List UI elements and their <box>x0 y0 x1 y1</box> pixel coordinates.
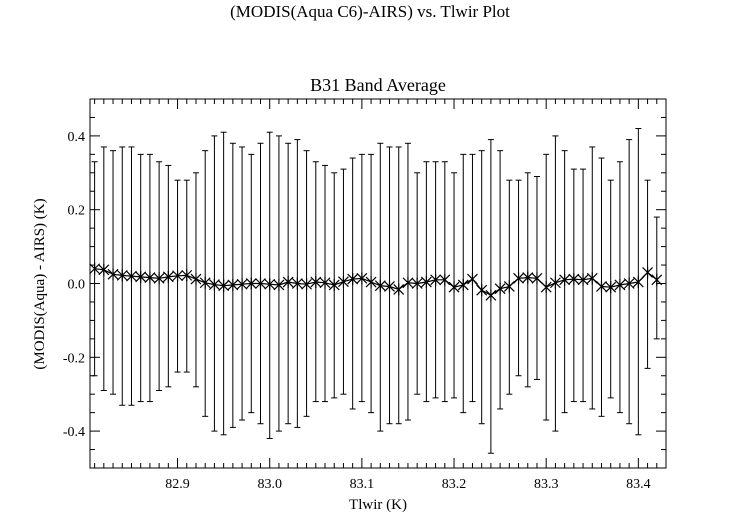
y-axis-label: (MODIS(Aqua) - AIRS) (K) <box>32 198 48 369</box>
data-point <box>642 266 653 279</box>
data-point <box>522 271 534 284</box>
data-point <box>596 280 607 293</box>
data-point <box>402 276 414 289</box>
data-point <box>540 281 552 294</box>
data-point <box>218 279 230 292</box>
x-axis-label: Tlwir (K) <box>349 497 407 513</box>
data-point <box>356 272 368 285</box>
data-point <box>126 270 137 283</box>
data-point <box>651 273 663 286</box>
data-point <box>338 275 349 288</box>
x-tick-label: 83.0 <box>257 477 282 492</box>
data-point <box>586 272 598 285</box>
y-tick-label: 0.4 <box>68 130 86 145</box>
data-point <box>623 277 635 290</box>
data-point <box>236 278 248 291</box>
data-point <box>494 282 506 295</box>
data-point <box>116 269 128 282</box>
data-point <box>245 277 257 290</box>
data-point <box>144 271 156 284</box>
data-point <box>503 280 515 293</box>
data-point <box>384 280 395 293</box>
data-point <box>411 277 423 290</box>
data-point <box>208 278 220 291</box>
page-title: (MODIS(Aqua C6)-AIRS) vs. Tlwir Plot <box>230 2 510 21</box>
data-point <box>347 273 359 286</box>
data-point <box>310 276 322 289</box>
chart-title: B31 Band Average <box>310 75 446 95</box>
x-tick-label: 83.2 <box>442 477 467 492</box>
data-point <box>162 270 174 283</box>
data-point <box>199 276 211 289</box>
x-tick-label: 83.4 <box>626 477 651 492</box>
data-point <box>301 278 313 291</box>
data-point <box>319 276 331 289</box>
x-tick-label: 82.9 <box>165 477 190 492</box>
data-point <box>614 278 626 291</box>
data-point <box>365 276 377 289</box>
data-point <box>273 278 285 291</box>
data-point <box>485 289 497 302</box>
data-point <box>531 272 543 285</box>
data-point <box>181 269 193 282</box>
data-point <box>430 273 442 286</box>
x-tick-label: 83.3 <box>534 477 559 492</box>
y-tick-label: -0.2 <box>63 351 85 366</box>
x-tick-label: 83.1 <box>350 477 375 492</box>
data-point <box>172 269 183 282</box>
data-point <box>135 270 147 283</box>
error-bar <box>570 168 577 403</box>
data-point <box>476 284 488 297</box>
axis-ticks <box>90 99 667 468</box>
data-point <box>439 273 451 286</box>
data-point <box>577 273 589 286</box>
data-point <box>568 273 580 286</box>
data-point <box>264 278 276 291</box>
tick-labels: 82.9 83.0 83.1 83.2 83.3 83.4 -0.4 -0.2 0.0 0.2 0.… <box>63 130 651 492</box>
data-point <box>393 283 405 296</box>
data-point <box>549 276 561 289</box>
y-tick-label: 0.0 <box>68 278 86 293</box>
data-point <box>282 276 294 289</box>
data-point <box>559 273 571 286</box>
plot-area-frame <box>89 98 667 469</box>
data-point <box>467 273 478 286</box>
data-point <box>291 277 303 290</box>
series-line <box>94 268 658 297</box>
data-point <box>153 272 165 285</box>
data-point <box>374 279 386 292</box>
data-point <box>448 281 460 294</box>
data-point <box>89 262 101 275</box>
data-point <box>632 276 644 289</box>
y-tick-label: 0.2 <box>68 204 86 219</box>
data-point <box>328 278 340 291</box>
error-bar <box>497 150 504 410</box>
data-point <box>420 276 432 289</box>
data-point <box>605 281 617 294</box>
data-point <box>227 278 239 291</box>
data-markers <box>89 262 663 302</box>
data-point <box>107 268 119 281</box>
data-point <box>513 272 524 285</box>
y-tick-label: -0.4 <box>63 425 85 440</box>
data-point <box>98 263 110 276</box>
data-point <box>255 277 266 290</box>
data-point <box>457 278 469 291</box>
data-point <box>190 273 202 286</box>
